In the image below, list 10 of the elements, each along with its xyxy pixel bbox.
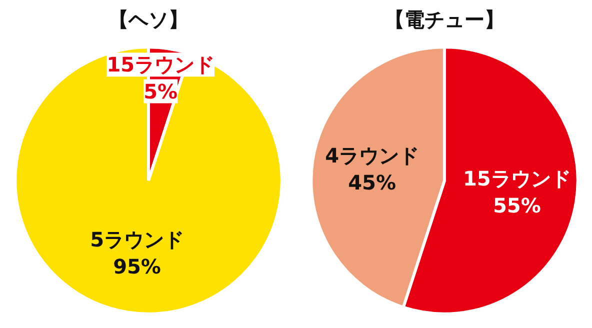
data-label: 55% [492,193,541,218]
slice-label: 4ラウンド [325,144,420,168]
slice-label: 15ラウンド [463,166,571,191]
data-label: 5% [144,79,178,104]
slice-label: 15ラウンド [106,52,215,77]
data-label: 95% [113,254,161,278]
chart-title: 【電チュー】 [384,8,504,32]
chart-title: 【ヘソ】 [108,8,188,32]
slice-label: 5ラウンド [90,228,184,252]
data-label: 45% [348,170,396,194]
